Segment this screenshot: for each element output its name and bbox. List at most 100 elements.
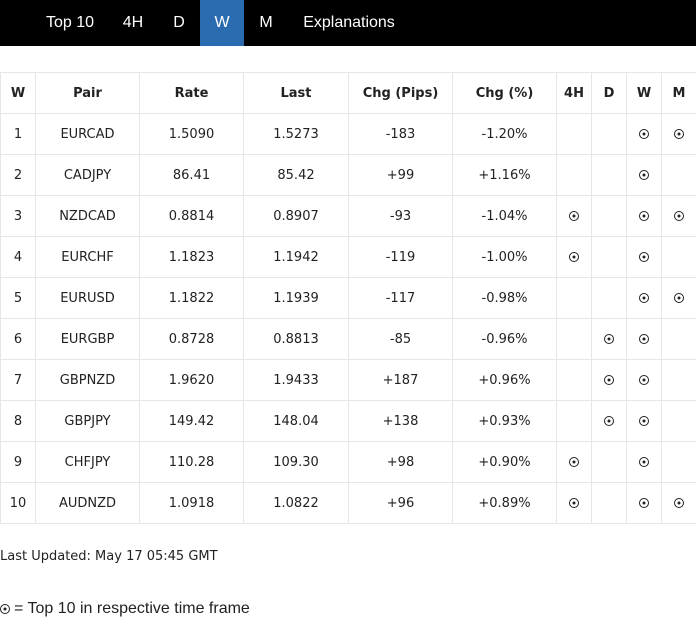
cell-m	[661, 154, 696, 196]
cell-pair: NZDCAD	[35, 195, 140, 237]
table-row: 9 CHFJPY 110.28 109.30 +98 +0.90%	[0, 441, 696, 483]
cell-chg-pips: +138	[348, 400, 453, 442]
cell-last: 109.30	[243, 441, 349, 483]
cell-rank: 1	[0, 113, 36, 155]
cell-last: 1.0822	[243, 482, 349, 524]
table-row: 1 EURCAD 1.5090 1.5273 -183 -1.20%	[0, 113, 696, 155]
cell-w	[626, 359, 662, 401]
target-dot-icon	[639, 252, 649, 262]
cell-w	[626, 482, 662, 524]
cell-chg-pct: +0.89%	[452, 482, 557, 524]
cell-chg-pips: +96	[348, 482, 453, 524]
cell-4h	[556, 236, 592, 278]
cell-w	[626, 113, 662, 155]
cell-chg-pct: -0.98%	[452, 277, 557, 319]
cell-d	[591, 318, 627, 360]
target-dot-icon	[674, 129, 684, 139]
target-dot-icon	[569, 457, 579, 467]
cell-rank: 9	[0, 441, 36, 483]
cell-m	[661, 113, 696, 155]
target-dot-icon	[639, 293, 649, 303]
top-10-table: W Pair Rate Last Chg (Pips) Chg (%) 4H D…	[0, 72, 696, 524]
cell-rate: 1.1822	[139, 277, 244, 319]
cell-w	[626, 236, 662, 278]
table-row: 2 CADJPY 86.41 85.42 +99 +1.16%	[0, 154, 696, 196]
cell-rate: 149.42	[139, 400, 244, 442]
cell-chg-pct: -1.20%	[452, 113, 557, 155]
cell-rate: 1.0918	[139, 482, 244, 524]
cell-d	[591, 441, 627, 483]
cell-rate: 0.8728	[139, 318, 244, 360]
cell-m	[661, 277, 696, 319]
cell-rank: 7	[0, 359, 36, 401]
cell-rate: 0.8814	[139, 195, 244, 237]
cell-m	[661, 236, 696, 278]
cell-chg-pips: -117	[348, 277, 453, 319]
target-dot-icon	[639, 498, 649, 508]
target-dot-icon	[674, 211, 684, 221]
cell-d	[591, 154, 627, 196]
cell-4h	[556, 154, 592, 196]
cell-chg-pct: +1.16%	[452, 154, 557, 196]
tab-w[interactable]: W	[200, 0, 244, 46]
target-dot-icon	[639, 211, 649, 221]
target-dot-icon	[639, 416, 649, 426]
cell-m	[661, 482, 696, 524]
table-row: 10 AUDNZD 1.0918 1.0822 +96 +0.89%	[0, 482, 696, 524]
col-header-4h: 4H	[556, 72, 592, 114]
cell-pair: EURUSD	[35, 277, 140, 319]
cell-chg-pct: -0.96%	[452, 318, 557, 360]
cell-pair: EURCHF	[35, 236, 140, 278]
tab-m[interactable]: M	[259, 14, 273, 31]
cell-4h	[556, 195, 592, 237]
cell-last: 1.5273	[243, 113, 349, 155]
cell-rank: 2	[0, 154, 36, 196]
target-dot-icon	[569, 211, 579, 221]
target-dot-icon	[569, 498, 579, 508]
cell-chg-pct: +0.93%	[452, 400, 557, 442]
cell-pair: CADJPY	[35, 154, 140, 196]
cell-d	[591, 236, 627, 278]
target-dot-icon	[639, 457, 649, 467]
cell-chg-pct: -1.04%	[452, 195, 557, 237]
cell-w	[626, 195, 662, 237]
target-dot-icon	[569, 252, 579, 262]
tab-explanations[interactable]: Explanations	[303, 14, 395, 31]
cell-chg-pips: -119	[348, 236, 453, 278]
cell-chg-pips: -93	[348, 195, 453, 237]
cell-rank: 6	[0, 318, 36, 360]
cell-chg-pct: +0.90%	[452, 441, 557, 483]
table-body: 1 EURCAD 1.5090 1.5273 -183 -1.20% 2 CADJPY 86.4…	[0, 113, 696, 524]
cell-rate: 1.5090	[139, 113, 244, 155]
target-dot-icon	[639, 334, 649, 344]
last-updated-text: Last Updated: May 17 05:45 GMT	[0, 549, 218, 564]
table-row: 3 NZDCAD 0.8814 0.8907 -93 -1.04%	[0, 195, 696, 237]
cell-4h	[556, 359, 592, 401]
cell-last: 1.1942	[243, 236, 349, 278]
cell-d	[591, 359, 627, 401]
cell-4h	[556, 482, 592, 524]
col-header-chg-pct: Chg (%)	[452, 72, 557, 114]
cell-d	[591, 195, 627, 237]
table-row: 8 GBPJPY 149.42 148.04 +138 +0.93%	[0, 400, 696, 442]
cell-chg-pips: +187	[348, 359, 453, 401]
cell-rank: 5	[0, 277, 36, 319]
cell-rate: 110.28	[139, 441, 244, 483]
target-dot-icon	[674, 293, 684, 303]
col-header-last: Last	[243, 72, 349, 114]
cell-last: 0.8907	[243, 195, 349, 237]
tab-d[interactable]: D	[173, 14, 185, 31]
cell-4h	[556, 400, 592, 442]
cell-4h	[556, 277, 592, 319]
cell-rate: 1.1823	[139, 236, 244, 278]
tab-4h[interactable]: 4H	[122, 14, 144, 31]
cell-pair: CHFJPY	[35, 441, 140, 483]
tabbar-spacer	[0, 0, 36, 46]
cell-last: 1.9433	[243, 359, 349, 401]
cell-last: 85.42	[243, 154, 349, 196]
cell-chg-pips: -183	[348, 113, 453, 155]
cell-rate: 86.41	[139, 154, 244, 196]
cell-m	[661, 359, 696, 401]
col-header-rate: Rate	[139, 72, 244, 114]
tab-top-10[interactable]: Top 10	[45, 14, 95, 31]
